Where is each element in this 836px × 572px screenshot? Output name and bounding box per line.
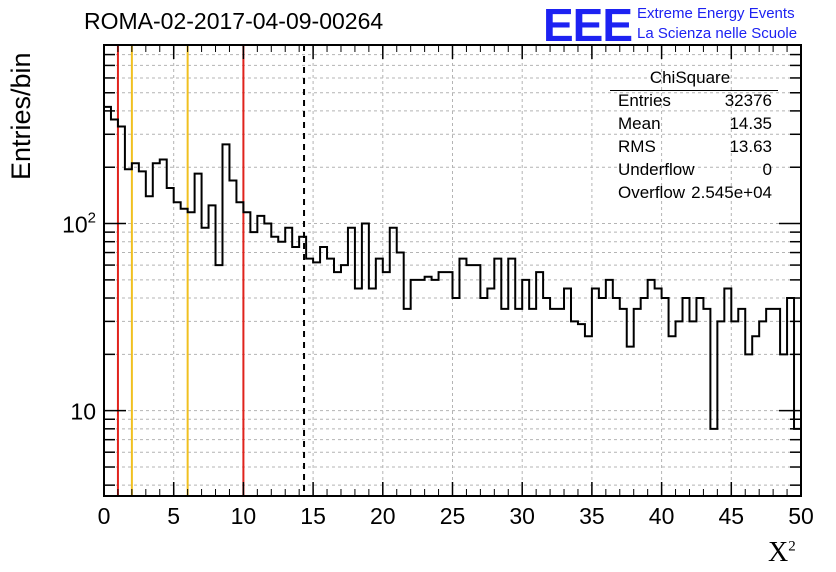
grid — [104, 44, 801, 496]
stat-row: Overflow 2.545e+04 — [610, 183, 772, 206]
eee-logo: EEE — [543, 0, 633, 51]
logo-line-2: La Scienza nelle Scuole — [637, 25, 798, 42]
y-tick-labels: 10 102 — [62, 210, 96, 425]
stat-name: Entries — [618, 91, 671, 110]
stat-value: 32376 — [724, 91, 772, 110]
x-axis-label-exponent: 2 — [788, 538, 796, 555]
x-tick-label: 20 — [370, 503, 396, 529]
x-tick-label: 10 — [231, 503, 257, 529]
stats-box: ChiSquare Entries 32376 Mean 14.35 RMS 13.6… — [610, 68, 778, 206]
x-tick-label: 5 — [167, 503, 180, 529]
stat-name: Underflow — [618, 160, 695, 179]
stat-value: 0 — [762, 160, 772, 179]
reference-lines — [116, 45, 306, 496]
stat-name: RMS — [618, 137, 656, 156]
logo-line-1: Extreme Energy Events — [637, 5, 795, 22]
stat-row: RMS 13.63 — [610, 137, 772, 160]
stats-divider — [610, 90, 778, 91]
stat-value: 14.35 — [729, 114, 772, 133]
x-tick-label: 45 — [719, 503, 745, 529]
chart-title: ROMA-02-2017-04-09-00264 — [84, 8, 384, 34]
histogram-line — [104, 105, 802, 430]
x-axis-label: X2 — [768, 537, 796, 569]
stat-value: 13.63 — [729, 137, 772, 156]
x-tick-label: 35 — [579, 503, 605, 529]
x-tick-label: 50 — [788, 503, 814, 529]
stat-row: Underflow 0 — [610, 160, 772, 183]
x-tick-label: 40 — [649, 503, 675, 529]
y-tick-label: 10 — [70, 399, 96, 425]
stats-title: ChiSquare — [649, 68, 731, 87]
stat-name: Overflow — [618, 183, 686, 202]
stat-value: 2.545e+04 — [691, 183, 772, 202]
x-tick-labels: 0 5 10 15 20 25 30 35 40 45 50 — [98, 503, 814, 529]
y-tick-label: 102 — [62, 210, 96, 238]
stat-name: Mean — [618, 114, 661, 133]
x-tick-label: 30 — [509, 503, 535, 529]
stat-row: Entries 32376 — [610, 91, 772, 114]
x-axis-label-base: X — [768, 537, 789, 568]
axis-ticks — [103, 44, 802, 496]
x-tick-label: 0 — [98, 503, 111, 529]
x-tick-label: 15 — [300, 503, 326, 529]
y-axis-label: Entries/bin — [6, 52, 36, 180]
x-tick-label: 25 — [440, 503, 466, 529]
stat-row: Mean 14.35 — [610, 114, 772, 137]
